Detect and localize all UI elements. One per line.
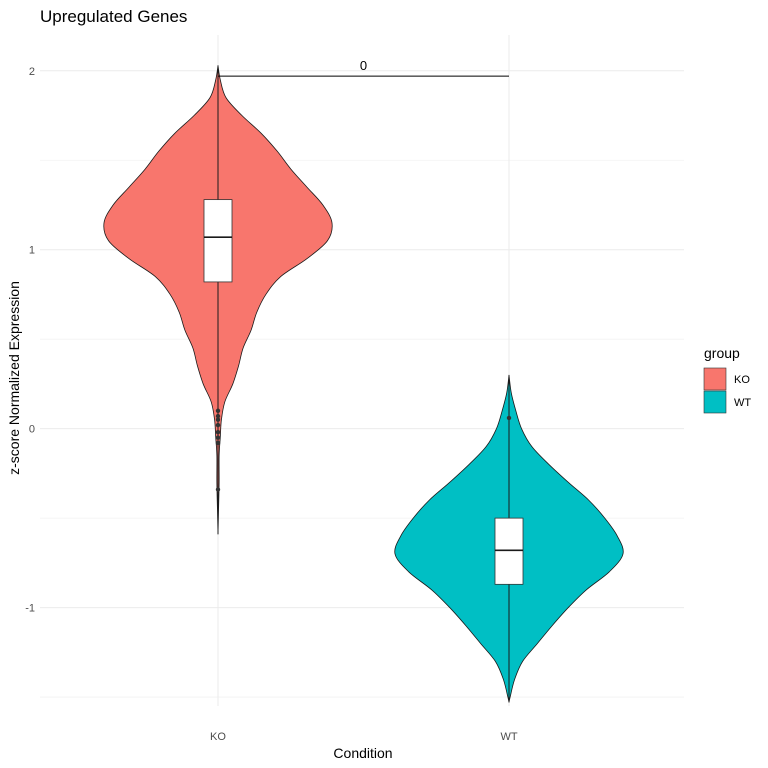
violins — [103, 65, 624, 703]
y-tick-labels: -1 0 1 2 — [25, 66, 35, 615]
outlier-point — [215, 430, 221, 435]
y-axis-title: z-score Normalized Expression — [6, 281, 22, 475]
y-tick-label: 1 — [29, 245, 35, 257]
y-tick-label: -1 — [25, 603, 35, 615]
legend: group KO WT — [703, 345, 751, 414]
outlier-point — [215, 422, 221, 428]
outlier-point — [215, 487, 221, 492]
outlier-point — [215, 413, 221, 419]
legend-title: group — [704, 345, 740, 361]
box-iqr — [203, 199, 233, 283]
outlier-point — [215, 440, 221, 446]
grid — [40, 35, 684, 706]
x-tick-labels: KO WT — [210, 731, 518, 743]
significance-label: 0 — [360, 58, 367, 73]
x-tick-label: KO — [210, 731, 226, 743]
outlier-point — [506, 415, 512, 421]
y-tick-label: 2 — [29, 66, 35, 78]
box-iqr — [494, 517, 524, 585]
chart-title: Upregulated Genes — [40, 7, 187, 26]
outlier-point — [215, 417, 221, 422]
x-axis-title: Condition — [333, 745, 392, 761]
legend-label-wt: WT — [734, 397, 751, 409]
y-tick-label: 0 — [29, 424, 35, 436]
boxplots — [203, 65, 524, 703]
legend-key-ko — [703, 367, 727, 391]
legend-key-wt — [703, 390, 727, 414]
significance-annotation: 0 — [218, 58, 509, 77]
outlier-point — [215, 408, 221, 413]
legend-label-ko: KO — [734, 374, 750, 386]
outlier-point — [215, 435, 221, 440]
x-tick-label: WT — [500, 731, 517, 743]
